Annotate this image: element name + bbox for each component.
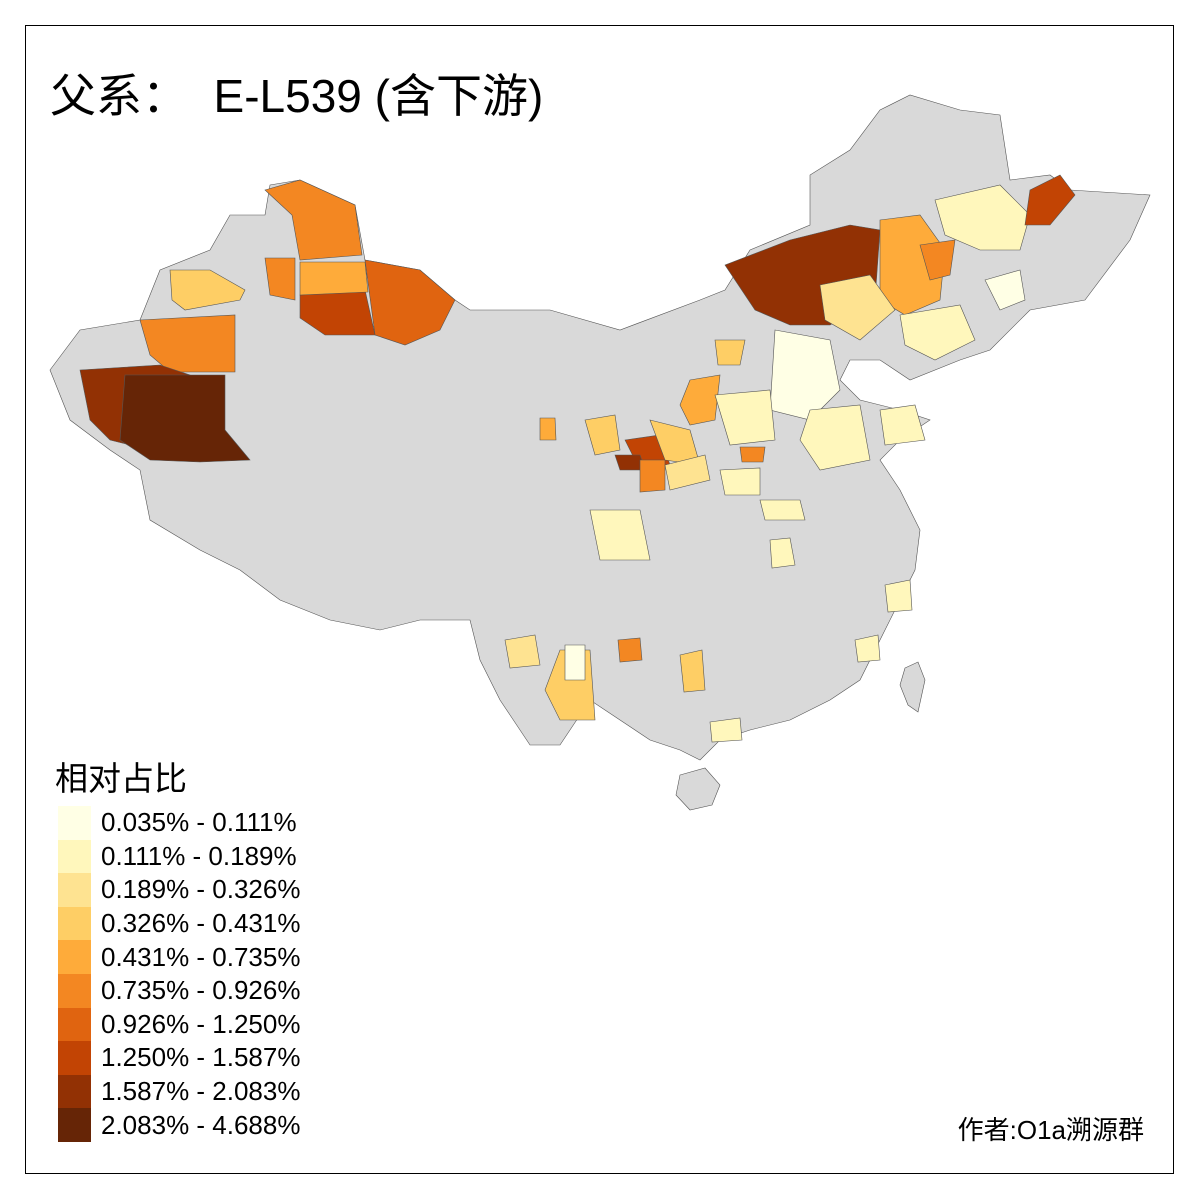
hainan-island (675, 767, 721, 811)
map-title: 父系： E-L539 (含下游) (50, 70, 544, 122)
region-class-3 (584, 414, 621, 456)
taiwan-island (899, 661, 926, 713)
region-class-1 (884, 579, 913, 613)
legend: 0.035% - 0.111% 0.111% - 0.189% 0.189% - 0… (58, 806, 300, 1142)
legend-item: 0.035% - 0.111% (58, 806, 300, 840)
region-class-1 (759, 499, 806, 521)
region-class-2 (819, 274, 896, 341)
legend-item: 1.250% - 1.587% (58, 1041, 300, 1075)
legend-item: 0.431% - 0.735% (58, 940, 300, 974)
legend-label: 1.250% - 1.587% (101, 1042, 301, 1073)
legend-item: 1.587% - 2.083% (58, 1074, 301, 1109)
region-class-5 (639, 459, 666, 493)
region-class-0 (984, 269, 1026, 311)
region-class-2 (504, 634, 541, 669)
legend-label: 0.326% - 0.431% (101, 908, 301, 939)
region-class-4 (539, 417, 557, 441)
region-class-1 (899, 304, 976, 361)
legend-label: 0.735% - 0.926% (101, 975, 301, 1006)
region-class-3 (679, 649, 706, 693)
region-class-1 (769, 537, 796, 569)
region-class-1 (879, 404, 926, 446)
legend-title: 相对占比 (55, 759, 187, 798)
legend-label: 0.431% - 0.735% (101, 941, 301, 972)
legend-item: 0.326% - 0.431% (58, 906, 301, 941)
legend-item: 0.926% - 1.250% (58, 1007, 301, 1042)
author-credit: 作者:O1a溯源群 (957, 1115, 1144, 1145)
region-class-5 (919, 239, 956, 281)
region-class-5 (264, 257, 296, 301)
legend-label: 1.587% - 2.083% (101, 1076, 301, 1107)
region-class-1 (719, 467, 761, 496)
legend-swatch (58, 1041, 91, 1075)
legend-swatch (58, 973, 91, 1008)
legend-label: 0.035% - 0.111% (101, 807, 297, 838)
legend-swatch (58, 940, 91, 974)
legend-swatch (58, 806, 91, 840)
region-class-5 (264, 179, 363, 261)
region-class-5 (739, 446, 766, 463)
legend-swatch (58, 873, 91, 907)
region-class-2 (664, 454, 711, 491)
region-class-1 (854, 634, 881, 663)
region-class-3 (169, 269, 246, 311)
legend-item: 0.735% - 0.926% (58, 973, 301, 1008)
legend-swatch (58, 839, 91, 874)
map-frame (25, 25, 1174, 1174)
region-class-4 (299, 261, 369, 296)
region-class-1 (709, 717, 743, 743)
region-class-1 (799, 404, 871, 471)
legend-swatch (58, 1074, 91, 1109)
legend-label: 0.189% - 0.326% (101, 874, 301, 905)
legend-swatch (58, 906, 91, 941)
region-class-1 (589, 509, 651, 561)
region-class-0 (564, 644, 586, 681)
legend-label: 2.083% - 4.688% (101, 1109, 301, 1140)
region-class-7 (1024, 174, 1076, 226)
region-class-5 (617, 637, 643, 663)
legend-swatch (58, 1108, 91, 1142)
legend-swatch (58, 1007, 91, 1042)
region-class-9 (119, 374, 251, 463)
legend-item: 2.083% - 4.688% (58, 1108, 300, 1142)
legend-item: 0.189% - 0.326% (58, 873, 300, 907)
region-class-1 (934, 184, 1031, 251)
legend-label: 0.926% - 1.250% (101, 1008, 301, 1039)
legend-item: 0.111% - 0.189% (58, 839, 300, 874)
region-class-4 (679, 374, 721, 426)
region-class-5 (139, 314, 236, 373)
legend-label: 0.111% - 0.189% (101, 840, 297, 871)
region-class-3 (714, 339, 746, 366)
region-class-1 (714, 389, 776, 446)
